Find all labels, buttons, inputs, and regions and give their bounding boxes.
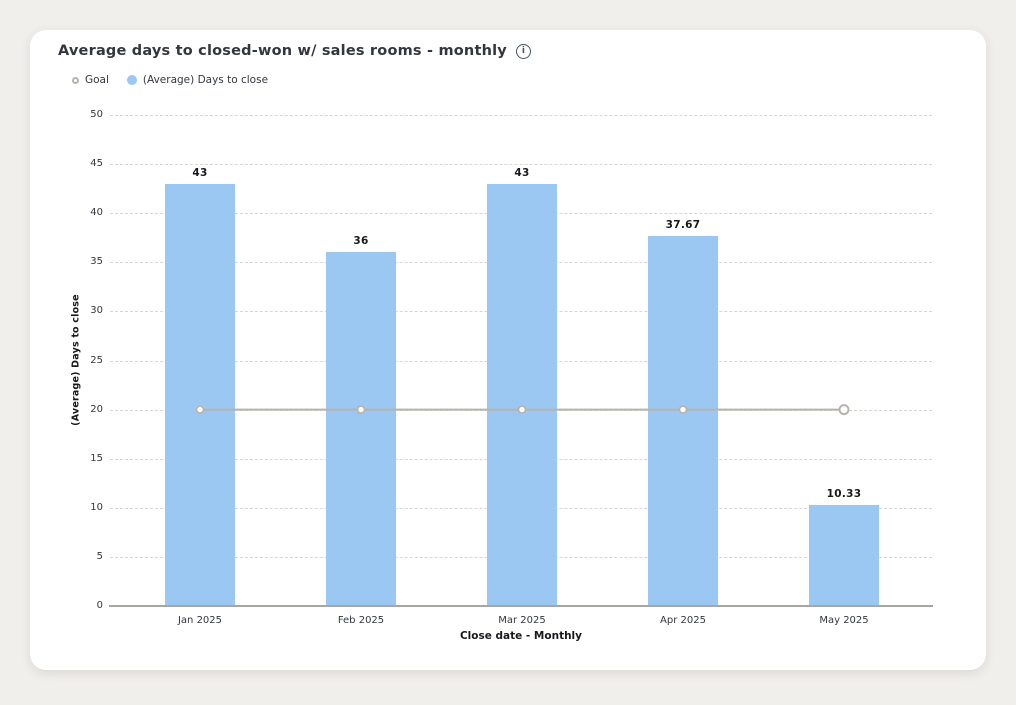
- legend-item-goal[interactable]: Goal: [72, 74, 109, 86]
- info-icon[interactable]: i: [515, 43, 531, 59]
- y-tick-label-45: 45: [90, 158, 103, 170]
- report-header: Average days to closed-won w/ sales room…: [58, 43, 531, 59]
- bar-value-label-mar-2025: 43: [514, 166, 530, 179]
- bar-value-label-feb-2025: 36: [353, 235, 369, 248]
- chart-plot: (Average) Days to close Close date - Mon…: [30, 30, 986, 670]
- goal-marker-icon: [72, 76, 79, 84]
- legend-goal-label: Goal: [85, 74, 109, 86]
- x-tick-label-mar-2025: Mar 2025: [498, 615, 546, 626]
- legend-days-to-close-label: (Average) Days to close: [142, 74, 269, 86]
- bar-value-label-may-2025: 10.33: [826, 487, 862, 500]
- y-tick-label-40: 40: [90, 207, 103, 219]
- y-tick-label-20: 20: [90, 403, 103, 415]
- report-card: Average days to closed-won w/ sales room…: [30, 30, 986, 670]
- y-tick-label-5: 5: [96, 550, 103, 562]
- legend-item-days-to-close[interactable]: (Average) Days to close: [126, 74, 269, 86]
- y-tick-label-35: 35: [90, 256, 103, 268]
- bar-jan-2025[interactable]: [165, 183, 235, 606]
- x-axis-title: Close date - Monthly: [459, 630, 583, 642]
- gridline-50: [110, 115, 932, 116]
- gridline-45: [110, 164, 932, 166]
- bar-value-label-apr-2025: 37.67: [665, 219, 701, 232]
- bar-value-label-jan-2025: 43: [192, 166, 208, 179]
- y-tick-label-30: 30: [90, 305, 103, 317]
- x-tick-label-apr-2025: Apr 2025: [660, 615, 706, 626]
- y-tick-label-0: 0: [96, 600, 103, 611]
- y-tick-label-25: 25: [90, 354, 103, 366]
- x-tick-label-feb-2025: Feb 2025: [337, 615, 385, 626]
- y-tick-label-50: 50: [90, 109, 103, 120]
- days-to-close-marker-icon: [126, 75, 137, 85]
- bar-may-2025[interactable]: [809, 504, 879, 606]
- chart-legend: Goal (Average) Days to close: [72, 74, 268, 86]
- x-tick-label-may-2025: May 2025: [819, 615, 869, 626]
- x-axis-line: [109, 605, 933, 607]
- page-title: Average days to closed-won w/ sales room…: [58, 43, 507, 59]
- y-tick-label-10: 10: [90, 501, 103, 513]
- bar-mar-2025[interactable]: [487, 183, 557, 606]
- x-tick-label-jan-2025: Jan 2025: [177, 615, 223, 626]
- bar-apr-2025[interactable]: [648, 236, 718, 606]
- y-tick-label-15: 15: [90, 452, 103, 464]
- bar-feb-2025[interactable]: [326, 252, 396, 606]
